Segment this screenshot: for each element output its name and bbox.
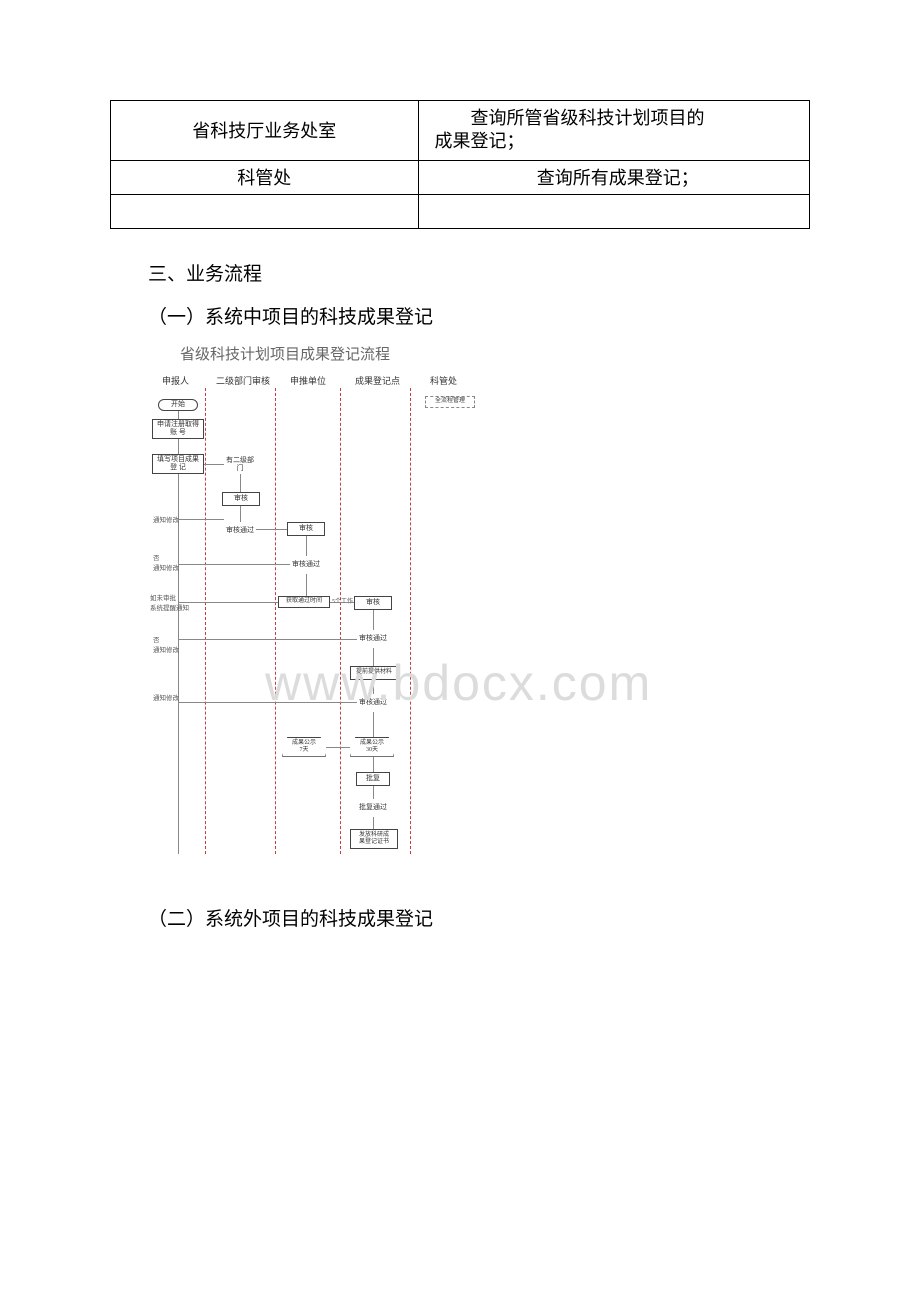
flow-decision: 有二级部门	[224, 456, 256, 474]
flow-label: 通知修改	[153, 514, 179, 524]
flow-node: 填写项目成果登 记	[152, 454, 204, 474]
mgmt-box: 全流程管理	[425, 396, 475, 408]
flow-node: 审核	[354, 596, 392, 610]
flow-node: 审核	[222, 492, 260, 506]
flow-node: 提前提供材料	[350, 666, 398, 680]
lane-label: 申报人	[162, 374, 189, 387]
cell-role: 省科技厅业务处室	[111, 101, 419, 161]
flow-node: 成果公示 30天	[350, 737, 394, 757]
lane-separator	[275, 388, 276, 854]
cell-desc: 查询所有成果登记；	[418, 160, 809, 194]
flowchart: 申报人 二级部门审核 申推单位 成果登记点 科管处 全流程管理 开始 申请注册取…	[150, 374, 500, 854]
section-heading: 三、业务流程	[148, 259, 810, 286]
flow-decision: 批复通过	[357, 799, 389, 817]
flow-node: 发放科研成 果登记证书	[350, 829, 398, 849]
subsection-heading: （二）系统外项目的科技成果登记	[148, 904, 810, 931]
flow-label: 否 通知修改	[153, 552, 179, 572]
lane-label: 成果登记点	[355, 374, 400, 387]
lane-label: 二级部门审核	[216, 374, 270, 387]
cell-desc: 查询所管省级科技计划项目的 成果登记；	[418, 101, 809, 161]
table-row: 省科技厅业务处室 查询所管省级科技计划项目的 成果登记；	[111, 101, 810, 161]
cell-role	[111, 194, 419, 228]
flow-label: 通知修改	[153, 692, 179, 702]
lane-label: 申推单位	[290, 374, 326, 387]
permissions-table: 省科技厅业务处室 查询所管省级科技计划项目的 成果登记； 科管处 查询所有成果登…	[110, 100, 810, 229]
flow-start: 开始	[158, 399, 198, 411]
flowchart-container: 申报人 二级部门审核 申推单位 成果登记点 科管处 全流程管理 开始 申请注册取…	[150, 374, 810, 854]
subsection-heading: （一）系统中项目的科技成果登记	[148, 302, 810, 329]
cell-role: 科管处	[111, 160, 419, 194]
lane-label: 科管处	[430, 374, 457, 387]
table-row	[111, 194, 810, 228]
lane-separator	[340, 388, 341, 854]
flow-node: 成果公示 7天	[282, 737, 326, 757]
lane-separator	[205, 388, 206, 854]
flow-label: 否 通知修改	[153, 634, 179, 654]
flow-node: 申请注册取得账 号	[152, 419, 204, 439]
table-row: 科管处 查询所有成果登记；	[111, 160, 810, 194]
flow-node: 审核	[287, 522, 325, 536]
flow-decision: 审核通过	[357, 630, 389, 648]
flow-decision: 审核通过	[224, 522, 256, 540]
flow-decision: 审核通过	[357, 694, 389, 712]
flow-decision: 审核通过	[290, 556, 322, 574]
cell-desc	[418, 194, 809, 228]
flow-node: 获取通过时间	[278, 596, 330, 608]
lane-separator	[410, 388, 411, 854]
flowchart-title: 省级科技计划项目成果登记流程	[180, 343, 810, 364]
flow-node: 批复	[356, 772, 390, 786]
